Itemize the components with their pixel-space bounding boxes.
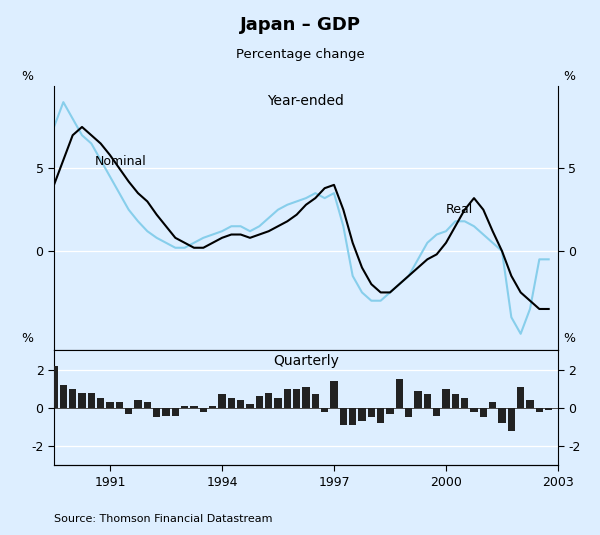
Bar (377, 408, 385, 423)
Text: Japan – GDP: Japan – GDP (239, 16, 361, 34)
Bar (442, 389, 450, 408)
Bar (293, 389, 301, 408)
Bar (88, 393, 95, 408)
Bar (246, 404, 254, 408)
Bar (237, 400, 244, 408)
Text: Percentage change: Percentage change (236, 48, 364, 61)
Bar (69, 389, 76, 408)
Bar (200, 408, 207, 412)
Bar (78, 393, 86, 408)
Bar (424, 394, 431, 408)
Text: %: % (563, 332, 575, 345)
Bar (536, 408, 543, 412)
Bar (517, 387, 524, 408)
Bar (50, 366, 58, 408)
Bar (106, 402, 114, 408)
Bar (311, 394, 319, 408)
Text: %: % (563, 70, 575, 83)
Bar (358, 408, 366, 422)
Bar (349, 408, 356, 425)
Bar (181, 406, 188, 408)
Bar (143, 402, 151, 408)
Bar (172, 408, 179, 416)
Bar (116, 402, 123, 408)
Bar (227, 398, 235, 408)
Text: Real: Real (446, 203, 473, 216)
Bar (433, 408, 440, 416)
Bar (302, 387, 310, 408)
Bar (461, 398, 469, 408)
Bar (508, 408, 515, 431)
Bar (97, 398, 104, 408)
Bar (59, 385, 67, 408)
Text: Quarterly: Quarterly (273, 354, 339, 368)
Text: Nominal: Nominal (95, 155, 147, 168)
Bar (274, 398, 282, 408)
Bar (479, 408, 487, 417)
Text: %: % (21, 332, 33, 345)
Bar (209, 406, 217, 408)
Text: %: % (21, 70, 33, 83)
Bar (368, 408, 375, 417)
Bar (395, 379, 403, 408)
Bar (256, 396, 263, 408)
Bar (134, 400, 142, 408)
Bar (162, 408, 170, 416)
Bar (386, 408, 394, 414)
Bar (330, 381, 338, 408)
Bar (125, 408, 133, 414)
Text: Year-ended: Year-ended (268, 94, 344, 108)
Bar (405, 408, 412, 417)
Bar (526, 400, 534, 408)
Bar (498, 408, 506, 423)
Bar (265, 393, 272, 408)
Bar (321, 408, 328, 412)
Bar (414, 391, 422, 408)
Bar (190, 406, 198, 408)
Text: Source: Thomson Financial Datastream: Source: Thomson Financial Datastream (54, 514, 272, 524)
Bar (340, 408, 347, 425)
Bar (545, 408, 553, 410)
Bar (452, 394, 459, 408)
Bar (218, 394, 226, 408)
Bar (153, 408, 160, 417)
Bar (284, 389, 291, 408)
Bar (470, 408, 478, 412)
Bar (489, 402, 496, 408)
